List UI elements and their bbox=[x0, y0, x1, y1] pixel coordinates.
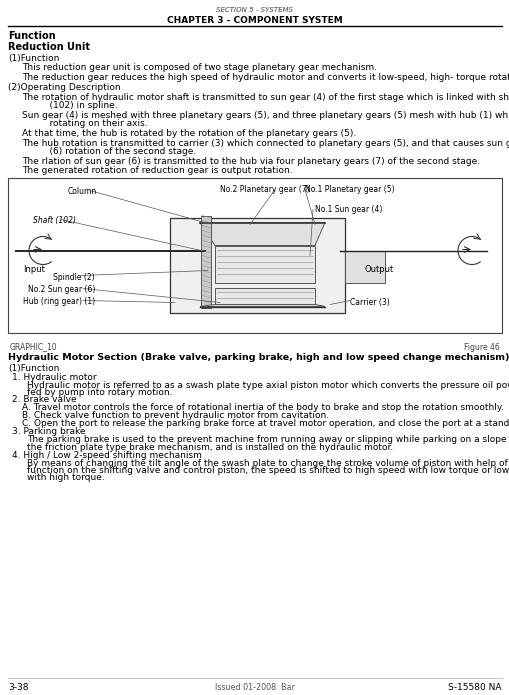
Text: Column: Column bbox=[68, 188, 97, 197]
Text: Issued 01-2008  Bar: Issued 01-2008 Bar bbox=[215, 683, 294, 692]
Text: S-15580 NA: S-15580 NA bbox=[447, 683, 501, 692]
Text: Output: Output bbox=[364, 265, 393, 275]
Text: 3-38: 3-38 bbox=[8, 683, 29, 692]
Text: 1. Hydraulic motor: 1. Hydraulic motor bbox=[12, 373, 96, 382]
Text: function on the shifting valve and control piston, the speed is shifted to high : function on the shifting valve and contr… bbox=[27, 466, 509, 475]
Text: 3. Parking brake: 3. Parking brake bbox=[12, 427, 86, 436]
Text: SECTION 5 - SYSTEMS: SECTION 5 - SYSTEMS bbox=[216, 7, 293, 13]
Text: 2. Brake valve: 2. Brake valve bbox=[12, 395, 76, 404]
Text: fed by pump into rotary motion.: fed by pump into rotary motion. bbox=[27, 388, 172, 397]
Bar bbox=[215, 245, 315, 282]
Text: CHAPTER 3 - COMPONENT SYSTEM: CHAPTER 3 - COMPONENT SYSTEM bbox=[167, 16, 342, 25]
Text: At that time, the hub is rotated by the rotation of the planetary gears (5).: At that time, the hub is rotated by the … bbox=[22, 129, 356, 138]
Text: 4. High / Low 2-speed shifting mechanism: 4. High / Low 2-speed shifting mechanism bbox=[12, 450, 202, 459]
Polygon shape bbox=[200, 222, 324, 245]
Text: the friction plate type brake mechanism, and is installed on the hydraulic motor: the friction plate type brake mechanism,… bbox=[27, 443, 392, 452]
Bar bbox=[169, 218, 344, 313]
Text: (1)Function: (1)Function bbox=[8, 54, 59, 63]
Text: Reduction Unit: Reduction Unit bbox=[8, 42, 90, 52]
Text: No.2 Sun gear (6): No.2 Sun gear (6) bbox=[28, 286, 95, 295]
Text: The parking brake is used to the prevent machine from running away or slipping w: The parking brake is used to the prevent… bbox=[27, 436, 509, 445]
Text: Sun gear (4) is meshed with three planetary gears (5), and three planetary gears: Sun gear (4) is meshed with three planet… bbox=[22, 111, 509, 120]
Text: Input: Input bbox=[23, 265, 45, 275]
Text: Hub (ring gear) (1): Hub (ring gear) (1) bbox=[23, 297, 95, 306]
Text: (102) in spline.: (102) in spline. bbox=[38, 101, 118, 111]
Text: By means of changing the tilt angle of the swash plate to change the stroke volu: By means of changing the tilt angle of t… bbox=[27, 459, 509, 468]
Text: No.1 Planetary gear (5): No.1 Planetary gear (5) bbox=[304, 186, 394, 195]
Text: (6) rotation of the second stage.: (6) rotation of the second stage. bbox=[38, 147, 196, 156]
Text: The generated rotation of reduction gear is output rotation.: The generated rotation of reduction gear… bbox=[22, 166, 292, 175]
Text: (2)Operating Description: (2)Operating Description bbox=[8, 83, 121, 92]
Bar bbox=[201, 215, 211, 307]
Text: C. Open the port to release the parking brake force at travel motor operation, a: C. Open the port to release the parking … bbox=[22, 420, 509, 429]
Text: The reduction gear reduces the high speed of hydraulic motor and converts it low: The reduction gear reduces the high spee… bbox=[22, 73, 509, 82]
Text: (1)Function: (1)Function bbox=[8, 363, 59, 373]
Text: Shaft (102): Shaft (102) bbox=[33, 215, 76, 224]
Bar bbox=[8, 177, 501, 332]
Text: Carrier (3): Carrier (3) bbox=[349, 297, 389, 306]
Text: Function: Function bbox=[8, 31, 55, 41]
Text: The rlation of sun gear (6) is transmitted to the hub via four planetary gears (: The rlation of sun gear (6) is transmitt… bbox=[22, 156, 479, 165]
Text: The hub rotation is transmitted to carrier (3) which connected to planetary gear: The hub rotation is transmitted to carri… bbox=[22, 138, 509, 147]
Text: No.1 Sun gear (4): No.1 Sun gear (4) bbox=[315, 206, 382, 215]
Text: This reduction gear unit is composed of two stage planetary gear mechanism.: This reduction gear unit is composed of … bbox=[22, 63, 376, 72]
Text: No.2 Planetary gear (7): No.2 Planetary gear (7) bbox=[219, 186, 309, 195]
Bar bbox=[215, 288, 315, 304]
Text: Figure 46: Figure 46 bbox=[463, 343, 499, 352]
Text: rotating on their axis.: rotating on their axis. bbox=[38, 120, 147, 129]
Text: B. Check valve function to prevent hydraulic motor from cavitation.: B. Check valve function to prevent hydra… bbox=[22, 411, 328, 420]
Text: Spindle (2): Spindle (2) bbox=[53, 272, 95, 281]
Text: The rotation of hydraulic motor shaft is transmitted to sun gear (4) of the firs: The rotation of hydraulic motor shaft is… bbox=[22, 93, 509, 102]
Text: Hydraulic Motor Section (Brake valve, parking brake, high and low speed change m: Hydraulic Motor Section (Brake valve, pa… bbox=[8, 352, 508, 361]
Text: with high torque.: with high torque. bbox=[27, 473, 104, 482]
Text: GRAPHIC_10: GRAPHIC_10 bbox=[10, 343, 58, 352]
Bar bbox=[344, 250, 384, 282]
Polygon shape bbox=[200, 304, 324, 306]
Text: Hydraulic motor is referred to as a swash plate type axial piston motor which co: Hydraulic motor is referred to as a swas… bbox=[27, 380, 509, 389]
Text: A. Travel motor controls the force of rotational inertia of the body to brake an: A. Travel motor controls the force of ro… bbox=[22, 404, 503, 413]
